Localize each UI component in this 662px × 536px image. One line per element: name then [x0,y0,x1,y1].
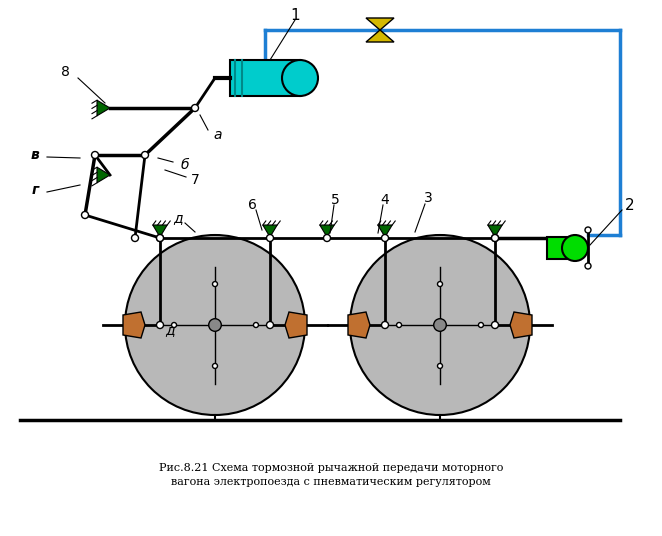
Circle shape [267,322,273,329]
Circle shape [491,235,498,242]
Polygon shape [153,225,167,237]
Circle shape [479,323,483,327]
Text: вагона электропоезда с пневматическим регулятором: вагона электропоезда с пневматическим ре… [171,477,491,487]
Text: 2: 2 [625,197,635,212]
Circle shape [585,263,591,269]
Circle shape [213,363,218,368]
Circle shape [254,323,258,327]
Polygon shape [348,312,370,338]
Text: 1: 1 [290,8,300,23]
Circle shape [350,235,530,415]
Circle shape [562,235,588,261]
Circle shape [397,323,402,327]
Polygon shape [510,312,532,338]
Circle shape [209,319,221,331]
Text: д: д [173,211,183,225]
Polygon shape [320,225,334,237]
Text: г: г [31,183,38,197]
Circle shape [156,235,164,242]
Circle shape [282,60,318,96]
Circle shape [438,281,442,287]
Text: 8: 8 [60,65,70,79]
Polygon shape [366,18,394,30]
Circle shape [491,322,498,329]
Text: 5: 5 [330,193,340,207]
Text: д: д [166,323,175,337]
Circle shape [491,235,498,242]
Text: 4: 4 [381,193,389,207]
Circle shape [324,235,330,242]
Polygon shape [123,312,145,338]
Circle shape [91,152,99,159]
Polygon shape [366,30,394,42]
Circle shape [171,323,177,327]
Circle shape [156,235,164,242]
Text: 3: 3 [424,191,432,205]
Bar [230,60,300,96]
Circle shape [81,212,89,219]
Circle shape [381,235,389,242]
Circle shape [585,227,591,233]
Circle shape [438,363,442,368]
Circle shape [191,105,199,111]
Circle shape [381,322,389,329]
Circle shape [267,235,273,242]
Bar [547,237,575,259]
Circle shape [142,152,148,159]
Polygon shape [488,225,502,237]
Text: 7: 7 [191,173,199,187]
Circle shape [156,322,164,329]
Polygon shape [285,312,307,338]
Text: б: б [181,158,189,172]
Text: Рис.8.21 Схема тормозной рычажной передачи моторного: Рис.8.21 Схема тормозной рычажной переда… [159,463,503,473]
Text: а: а [214,128,222,142]
Polygon shape [97,167,110,183]
Polygon shape [263,225,277,237]
Text: 6: 6 [248,198,256,212]
Circle shape [213,281,218,287]
Text: в: в [30,148,39,162]
Circle shape [434,319,446,331]
Polygon shape [97,100,110,116]
Polygon shape [378,225,392,237]
Circle shape [125,235,305,415]
Circle shape [132,235,138,242]
